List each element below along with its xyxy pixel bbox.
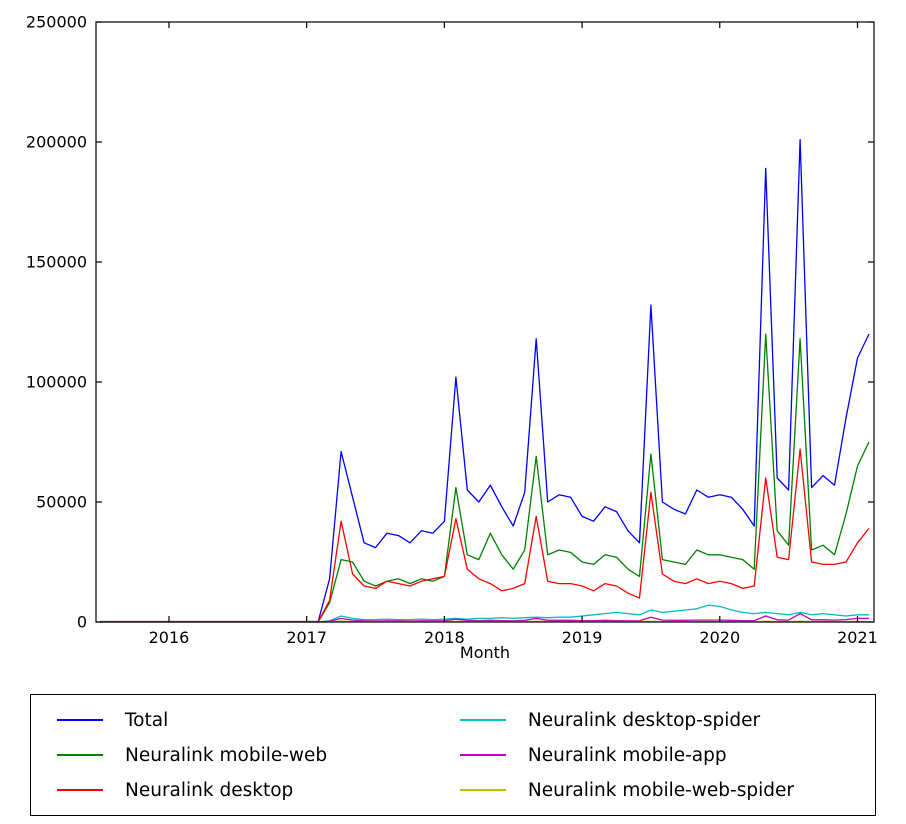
legend-item-neuralink-desktop: Neuralink desktop bbox=[31, 777, 434, 803]
x-tick-label: 2021 bbox=[837, 628, 878, 647]
legend-label-neuralink-mobile-app: Neuralink mobile-app bbox=[527, 744, 727, 766]
series-line-total bbox=[100, 138, 870, 623]
legend-item-neuralink-mobile-web: Neuralink mobile-web bbox=[31, 742, 434, 768]
y-tick-label: 100000 bbox=[26, 373, 87, 392]
y-tick-label: 0 bbox=[77, 613, 87, 632]
legend-line-swatch-neuralink-mobile-web-spider bbox=[459, 789, 506, 791]
x-tick-label: 2016 bbox=[149, 628, 190, 647]
legend-item-neuralink-mobile-web-spider: Neuralink mobile-web-spider bbox=[434, 777, 869, 803]
plot-frame bbox=[95, 21, 875, 623]
legend-label-neuralink-desktop-spider: Neuralink desktop-spider bbox=[527, 709, 761, 731]
legend-box: Total Neuralink desktop-spider Neuralink m… bbox=[30, 694, 876, 816]
x-axis-label: Month bbox=[459, 643, 511, 662]
legend-item-neuralink-desktop-spider: Neuralink desktop-spider bbox=[434, 707, 869, 733]
y-tick-label: 150000 bbox=[26, 253, 87, 272]
series-line-neuralink-mobile-web bbox=[100, 333, 870, 623]
x-tick-label: 2020 bbox=[699, 628, 740, 647]
y-tick-label: 250000 bbox=[26, 13, 87, 32]
legend-line-swatch-neuralink-desktop-spider bbox=[459, 719, 506, 721]
legend-line-swatch-neuralink-mobile-app bbox=[459, 754, 506, 756]
legend-label-total: Total bbox=[125, 709, 169, 731]
legend-label-neuralink-desktop: Neuralink desktop bbox=[125, 779, 294, 801]
legend-item-neuralink-mobile-app: Neuralink mobile-app bbox=[434, 742, 869, 768]
legend-item-total: Total bbox=[31, 707, 434, 733]
pageviews-chart: 2016 2017 2018 2019 2020 2021 0 50000 100000 1500… bbox=[26, 13, 878, 648]
x-tick-label: 2017 bbox=[286, 628, 327, 647]
legend-line-swatch-neuralink-mobile-web bbox=[57, 754, 103, 756]
y-tick-label: 50000 bbox=[36, 493, 87, 512]
legend-line-swatch-total bbox=[57, 719, 103, 721]
y-tick-label: 200000 bbox=[26, 133, 87, 152]
legend-line-swatch-neuralink-desktop bbox=[57, 789, 103, 791]
series-line-neuralink-desktop bbox=[100, 448, 870, 623]
x-tick-label: 2019 bbox=[562, 628, 603, 647]
legend-label-neuralink-mobile-web: Neuralink mobile-web bbox=[125, 744, 328, 766]
legend-label-neuralink-mobile-web-spider: Neuralink mobile-web-spider bbox=[527, 779, 794, 801]
series-line-neuralink-desktop-spider bbox=[100, 604, 869, 623]
x-tick-label: 2018 bbox=[424, 628, 465, 647]
